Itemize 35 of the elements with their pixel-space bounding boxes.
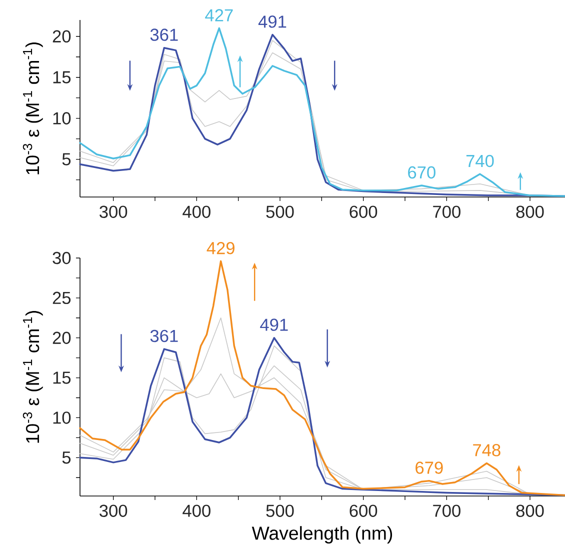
annotation: 491 — [258, 16, 286, 28]
x-tick-label: 600 — [350, 504, 378, 517]
annotation: 361 — [150, 330, 178, 342]
y-tick-label: 30 — [52, 252, 71, 264]
x-tick-label: 700 — [433, 206, 460, 218]
annotation: 361 — [150, 28, 178, 41]
annotation: 670 — [408, 166, 436, 179]
annotation: 740 — [466, 154, 494, 168]
y-tick-label: 10 — [53, 112, 71, 124]
annotation: 427 — [205, 9, 233, 22]
x-tick-label: 300 — [100, 206, 128, 218]
y-tick-label: 25 — [52, 292, 71, 304]
annotation: 748 — [473, 444, 500, 456]
x-tick-label: 700 — [433, 504, 460, 517]
x-tick-label: 600 — [350, 206, 378, 218]
y-tick-label: 20 — [52, 30, 71, 43]
x-tick-label: 400 — [182, 504, 210, 517]
x-tick-label: 500 — [266, 206, 294, 218]
x-tick-label: 300 — [100, 504, 128, 517]
y-tick-label: 5 — [62, 153, 71, 166]
y-axis-title: 10$^{-3}$ ε (M$^{-1}$ cm$^{-1}$) — [22, 42, 43, 174]
x-tick-label: 500 — [266, 504, 294, 517]
annotation: 679 — [416, 462, 443, 474]
y-tick-label: 5 — [62, 452, 71, 464]
y-tick-label: 15 — [53, 372, 71, 384]
x-tick-label: 400 — [182, 206, 210, 218]
x-tick-label: 800 — [516, 504, 544, 517]
y-axis-title: 10$^{-3}$ ε (M$^{-1}$ cm$^{-1}$) — [22, 310, 43, 443]
y-tick-label: 20 — [52, 332, 71, 344]
y-tick-label: 15 — [53, 71, 71, 84]
x-tick-label: 800 — [516, 206, 544, 218]
annotation: 491 — [260, 318, 288, 331]
annotation: 429 — [206, 242, 234, 254]
x-axis-title: Wavelength (nm) — [252, 526, 392, 544]
y-tick-label: 10 — [53, 412, 71, 424]
